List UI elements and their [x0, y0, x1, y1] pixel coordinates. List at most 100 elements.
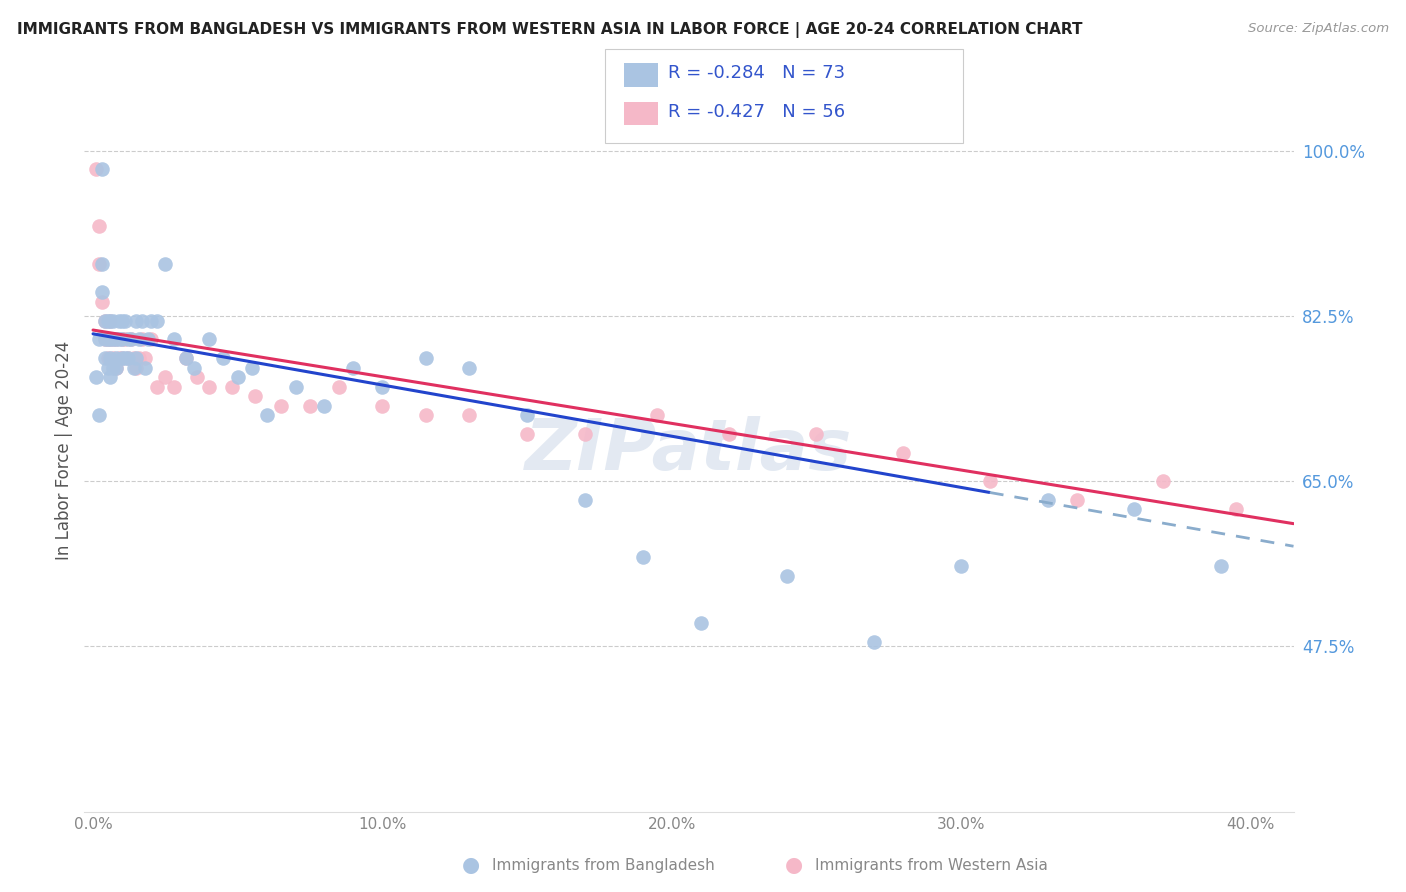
Point: [122, 351, 145, 366]
Point: [415, 351, 437, 366]
Text: Immigrants from Western Asia: Immigrants from Western Asia: [815, 858, 1049, 872]
Point: [240, 360, 263, 375]
Point: [197, 380, 219, 394]
Point: [342, 360, 364, 375]
Point: [718, 426, 741, 441]
Point: [134, 360, 156, 375]
Point: [125, 351, 148, 366]
Point: [84, 370, 107, 384]
Point: [131, 313, 153, 327]
Point: [100, 313, 122, 327]
Point: [103, 351, 125, 366]
Text: ●: ●: [463, 855, 479, 875]
Point: [93, 313, 115, 327]
Point: [105, 360, 128, 375]
Point: [93, 333, 115, 347]
Point: [103, 313, 125, 327]
Point: [96, 313, 118, 327]
Point: [93, 351, 115, 366]
Point: [155, 370, 177, 384]
Text: R = -0.427   N = 56: R = -0.427 N = 56: [668, 103, 845, 120]
Point: [155, 257, 177, 271]
Point: [806, 426, 828, 441]
Point: [163, 333, 186, 347]
Point: [197, 333, 219, 347]
Point: [111, 333, 134, 347]
Point: [689, 615, 711, 630]
Point: [645, 408, 668, 422]
Point: [96, 360, 118, 375]
Point: [226, 370, 249, 384]
Point: [183, 360, 205, 375]
Point: [90, 294, 112, 309]
Point: [100, 351, 122, 366]
Point: [131, 333, 153, 347]
Point: [105, 360, 128, 375]
Point: [631, 549, 654, 564]
Point: [114, 313, 136, 327]
Point: [103, 333, 125, 347]
Point: [114, 333, 136, 347]
Point: [574, 426, 596, 441]
Point: [100, 370, 122, 384]
Point: [270, 399, 292, 413]
Point: [328, 380, 350, 394]
Text: R = -0.284   N = 73: R = -0.284 N = 73: [668, 64, 845, 82]
Point: [1354, 597, 1376, 611]
Point: [979, 474, 1001, 488]
Point: [125, 360, 148, 375]
Point: [186, 370, 208, 384]
Point: [139, 313, 162, 327]
Point: [284, 380, 307, 394]
Point: [1384, 502, 1406, 516]
Point: [90, 285, 112, 300]
Point: [108, 333, 131, 347]
Point: [516, 426, 538, 441]
Point: [1211, 559, 1233, 574]
Point: [163, 380, 186, 394]
Point: [134, 351, 156, 366]
Point: [221, 380, 243, 394]
Point: [105, 333, 128, 347]
Point: [776, 568, 799, 582]
Point: [93, 333, 115, 347]
Point: [111, 351, 134, 366]
Point: [1123, 502, 1146, 516]
Point: [105, 351, 128, 366]
Text: IMMIGRANTS FROM BANGLADESH VS IMMIGRANTS FROM WESTERN ASIA IN LABOR FORCE | AGE : IMMIGRANTS FROM BANGLADESH VS IMMIGRANTS…: [17, 22, 1083, 38]
Point: [1152, 474, 1174, 488]
Point: [891, 446, 914, 460]
Point: [145, 313, 167, 327]
Point: [516, 408, 538, 422]
Point: [574, 493, 596, 508]
Point: [1296, 493, 1319, 508]
Point: [1066, 493, 1088, 508]
Point: [117, 333, 139, 347]
Point: [125, 313, 148, 327]
Point: [128, 333, 150, 347]
Point: [145, 380, 167, 394]
Point: [139, 333, 162, 347]
Point: [87, 333, 110, 347]
Point: [458, 360, 481, 375]
Point: [100, 333, 122, 347]
Point: [314, 399, 336, 413]
Point: [1036, 493, 1059, 508]
Point: [87, 219, 110, 234]
Point: [174, 351, 197, 366]
Point: [458, 408, 481, 422]
Text: Source: ZipAtlas.com: Source: ZipAtlas.com: [1249, 22, 1389, 36]
Point: [103, 360, 125, 375]
Point: [120, 333, 142, 347]
Point: [87, 257, 110, 271]
Point: [87, 408, 110, 422]
Point: [371, 380, 394, 394]
Point: [174, 351, 197, 366]
Point: [243, 389, 266, 403]
Point: [108, 313, 131, 327]
Point: [100, 313, 122, 327]
Point: [96, 333, 118, 347]
Point: [136, 333, 159, 347]
Point: [103, 333, 125, 347]
Point: [212, 351, 235, 366]
